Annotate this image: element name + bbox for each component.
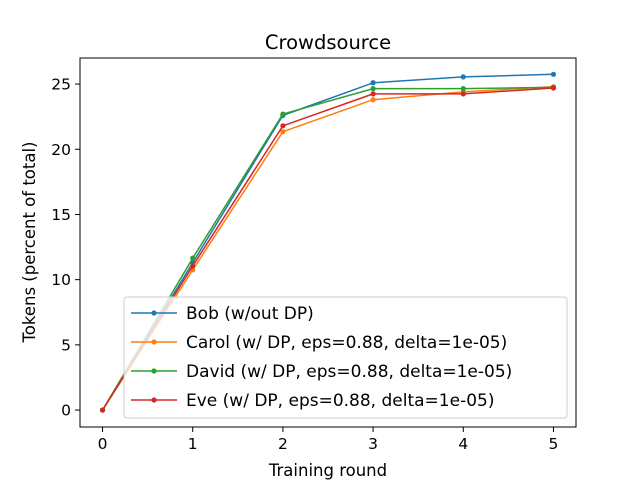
legend-item: Bob (w/out DP) bbox=[131, 304, 314, 324]
chart-title: Crowdsource bbox=[265, 31, 391, 54]
legend-label: Bob (w/out DP) bbox=[186, 304, 314, 324]
x-tick-label: 3 bbox=[368, 435, 378, 453]
data-point bbox=[190, 255, 196, 261]
x-axis: 0 1 2 3 4 5 bbox=[98, 427, 559, 453]
x-tick-label: 2 bbox=[278, 435, 288, 453]
y-tick-label: 15 bbox=[51, 206, 71, 224]
data-point bbox=[370, 86, 376, 92]
y-axis-label: Tokens (percent of total) bbox=[20, 142, 39, 344]
legend: Bob (w/out DP) Carol (w/ DP, eps=0.88, de… bbox=[123, 296, 568, 419]
y-tick-label: 20 bbox=[51, 141, 71, 159]
data-point bbox=[99, 407, 106, 413]
data-point bbox=[460, 86, 466, 92]
data-point bbox=[280, 111, 286, 117]
series-line bbox=[101, 73, 554, 411]
data-point bbox=[190, 263, 196, 269]
data-point bbox=[550, 71, 557, 77]
series-line bbox=[101, 87, 554, 411]
x-tick-label: 0 bbox=[98, 435, 108, 453]
data-point bbox=[370, 91, 376, 97]
plot-frame bbox=[79, 57, 577, 428]
data-point bbox=[550, 85, 557, 91]
legend-item: Carol (w/ DP, eps=0.88, delta=1e-05) bbox=[131, 333, 507, 353]
legend-box bbox=[123, 296, 568, 419]
data-point bbox=[370, 80, 376, 86]
legend-marker bbox=[151, 368, 157, 374]
data-point bbox=[280, 123, 286, 129]
legend-marker bbox=[151, 310, 157, 316]
legend-marker bbox=[151, 339, 157, 345]
x-tick-label: 1 bbox=[188, 435, 198, 453]
data-point bbox=[280, 129, 286, 135]
data-point bbox=[370, 97, 376, 103]
data-point bbox=[460, 91, 466, 97]
y-tick-label: 5 bbox=[61, 336, 71, 354]
legend-item: David (w/ DP, eps=0.88, delta=1e-05) bbox=[131, 362, 512, 382]
series-line bbox=[101, 85, 554, 411]
x-tick-label: 5 bbox=[549, 435, 559, 453]
legend-label: Eve (w/ DP, eps=0.88, delta=1e-05) bbox=[186, 391, 494, 411]
legend-label: Carol (w/ DP, eps=0.88, delta=1e-05) bbox=[186, 333, 507, 353]
series-line bbox=[101, 86, 554, 411]
series-3 bbox=[99, 85, 557, 413]
plot-area bbox=[99, 71, 557, 413]
legend-item: Eve (w/ DP, eps=0.88, delta=1e-05) bbox=[131, 391, 494, 411]
data-point bbox=[460, 74, 466, 80]
y-axis: 0 5 10 15 20 25 bbox=[51, 76, 80, 420]
legend-label: David (w/ DP, eps=0.88, delta=1e-05) bbox=[186, 362, 512, 382]
x-tick-label: 4 bbox=[458, 435, 468, 453]
x-axis-label: Training round bbox=[268, 461, 387, 480]
legend-marker bbox=[151, 397, 157, 403]
y-tick-label: 25 bbox=[51, 76, 71, 94]
y-tick-label: 0 bbox=[61, 402, 71, 420]
y-tick-label: 10 bbox=[51, 271, 71, 289]
